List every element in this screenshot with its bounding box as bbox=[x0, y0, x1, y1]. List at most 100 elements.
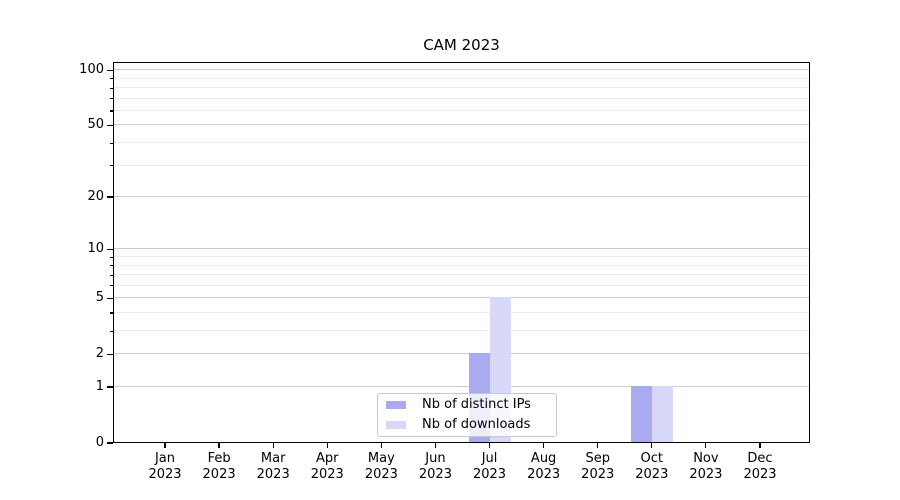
gridline-major bbox=[114, 297, 809, 299]
x-axis-label: Jun 2023 bbox=[403, 451, 467, 483]
gridline-major bbox=[114, 386, 809, 387]
x-axis-label-year: 2023 bbox=[256, 467, 290, 482]
x-axis-label-month: Nov bbox=[693, 451, 719, 466]
gridline-minor bbox=[114, 264, 809, 266]
legend-swatch-downloads bbox=[386, 421, 406, 429]
x-axis-label: Nov 2023 bbox=[674, 451, 738, 483]
legend-label-distinct-ips: Nb of distinct IPs bbox=[422, 397, 531, 412]
x-axis-label-year: 2023 bbox=[364, 467, 398, 482]
y-axis-minor-tick bbox=[110, 256, 113, 258]
legend-item-downloads: Nb of downloads bbox=[386, 417, 556, 433]
x-axis-tick bbox=[651, 443, 653, 448]
y-axis-tick bbox=[107, 442, 113, 444]
gridline-major bbox=[114, 124, 809, 126]
y-axis-minor-tick bbox=[110, 98, 113, 100]
y-axis-minor-tick bbox=[110, 142, 113, 144]
x-axis-label-year: 2023 bbox=[581, 467, 615, 482]
x-axis-label-year: 2023 bbox=[527, 467, 561, 482]
gridline-major bbox=[114, 248, 809, 250]
x-axis-tick bbox=[488, 443, 491, 448]
gridline-minor bbox=[114, 109, 809, 111]
gridline-minor bbox=[114, 274, 809, 276]
x-axis-label-month: Jul bbox=[481, 451, 498, 466]
x-axis-label-month: Dec bbox=[747, 451, 773, 466]
gridline-minor bbox=[114, 330, 809, 332]
y-axis-minor-tick bbox=[110, 285, 113, 287]
y-axis-minor-tick bbox=[110, 330, 113, 332]
y-axis-tick bbox=[107, 386, 113, 388]
gridline-minor bbox=[114, 87, 809, 89]
x-axis-label-year: 2023 bbox=[635, 467, 669, 482]
x-axis-label: Dec 2023 bbox=[728, 451, 792, 483]
x-axis-label-year: 2023 bbox=[148, 467, 182, 482]
y-axis-label: 50 bbox=[87, 117, 104, 133]
y-axis-label: 5 bbox=[95, 290, 104, 306]
legend: Nb of distinct IPs Nb of downloads bbox=[377, 393, 557, 437]
x-axis-tick bbox=[434, 443, 437, 448]
y-axis-label: 100 bbox=[79, 62, 104, 78]
x-axis-label-month: Feb bbox=[207, 451, 231, 466]
x-axis-label-year: 2023 bbox=[689, 467, 723, 482]
x-axis-label: Sep 2023 bbox=[566, 451, 630, 483]
legend-swatch-distinct-ips bbox=[386, 401, 406, 409]
x-axis-label-year: 2023 bbox=[418, 467, 452, 482]
y-axis-minor-tick bbox=[110, 312, 113, 314]
x-axis-label: Mar 2023 bbox=[241, 451, 305, 483]
y-axis-label: 20 bbox=[87, 189, 104, 205]
y-axis-minor-tick bbox=[110, 274, 113, 276]
x-axis-label: Oct 2023 bbox=[620, 451, 684, 483]
y-axis-minor-tick bbox=[110, 78, 113, 80]
x-axis-tick bbox=[164, 443, 166, 448]
x-axis-tick bbox=[597, 443, 599, 448]
gridline-minor bbox=[114, 97, 809, 99]
x-axis-tick bbox=[272, 443, 274, 448]
y-axis-label: 1 bbox=[95, 379, 104, 394]
x-axis-label-year: 2023 bbox=[310, 467, 344, 482]
y-axis-minor-tick bbox=[110, 87, 113, 89]
gridline-minor bbox=[114, 284, 809, 286]
legend-label-downloads: Nb of downloads bbox=[422, 417, 531, 432]
y-axis-label: 10 bbox=[87, 241, 104, 257]
x-axis-label-month: Jun bbox=[425, 451, 446, 466]
y-axis-tick bbox=[107, 124, 113, 126]
x-axis-label-month: Oct bbox=[640, 451, 664, 466]
y-axis-tick bbox=[107, 69, 113, 71]
plot-area bbox=[113, 62, 810, 443]
x-axis-label: Apr 2023 bbox=[295, 451, 359, 483]
gridline-minor bbox=[114, 77, 809, 79]
x-axis-label-month: Jan bbox=[154, 451, 176, 466]
x-axis-label-month: May bbox=[367, 451, 395, 466]
x-axis-tick bbox=[759, 443, 761, 448]
y-axis-minor-tick bbox=[110, 110, 113, 112]
x-axis-label-month: Mar bbox=[260, 451, 286, 466]
y-axis-tick bbox=[107, 353, 113, 355]
x-axis-tick bbox=[326, 443, 328, 448]
x-axis-label: Jan 2023 bbox=[133, 451, 197, 483]
gridline-minor bbox=[114, 142, 809, 144]
y-axis-tick bbox=[107, 297, 113, 299]
y-axis-label: 2 bbox=[95, 346, 104, 362]
gridline-major bbox=[114, 353, 809, 355]
bar-downloads-oct bbox=[651, 386, 673, 442]
y-axis-minor-tick bbox=[110, 265, 113, 267]
y-axis-tick bbox=[107, 196, 113, 198]
x-axis-tick bbox=[380, 443, 382, 448]
gridline-minor bbox=[114, 164, 809, 166]
x-axis-label: Feb 2023 bbox=[187, 451, 251, 483]
y-axis-tick bbox=[107, 248, 113, 250]
x-axis-label-month: Apr bbox=[316, 451, 339, 466]
gridline-minor bbox=[114, 256, 809, 257]
gridline-minor bbox=[114, 311, 809, 313]
y-axis-label: 0 bbox=[95, 435, 104, 450]
x-axis-label: Aug 2023 bbox=[512, 451, 576, 483]
x-axis-label-month: Sep bbox=[585, 451, 610, 466]
x-axis-tick bbox=[218, 443, 220, 448]
bar-distinct-ips-oct bbox=[630, 386, 652, 442]
x-axis-label: Jul 2023 bbox=[458, 451, 522, 483]
gridline-major bbox=[114, 196, 809, 198]
x-axis-label: May 2023 bbox=[349, 451, 413, 483]
x-axis-label-month: Aug bbox=[530, 451, 557, 466]
x-axis-tick bbox=[543, 443, 545, 448]
x-axis-label-year: 2023 bbox=[202, 467, 236, 482]
